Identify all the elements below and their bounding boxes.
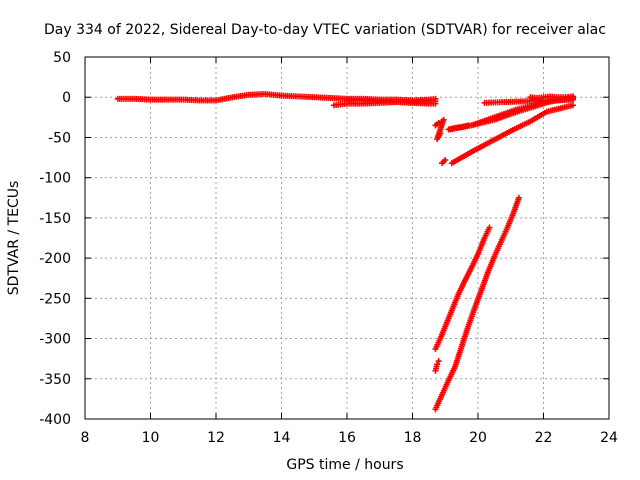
y-tick-label: -400: [39, 412, 71, 428]
data-point: [432, 100, 439, 107]
data-points: [114, 91, 576, 413]
data-point: [435, 358, 442, 365]
x-tick-label: 24: [600, 430, 618, 446]
grid: [85, 57, 609, 419]
y-tick-label: -250: [39, 291, 71, 307]
x-tick-label: 12: [207, 430, 225, 446]
y-tick-label: 50: [53, 50, 71, 66]
data-point: [486, 224, 493, 231]
y-tick-label: -50: [48, 130, 71, 146]
x-tick-label: 8: [81, 430, 90, 446]
axis-ticks: [84, 56, 610, 420]
x-tick-label: 10: [142, 430, 160, 446]
data-point: [569, 102, 576, 109]
data-point: [434, 361, 441, 368]
x-tick-label: 18: [404, 430, 422, 446]
y-tick-labels: 50 0 -50 -100 -150 -200 -250 -300 -350 -400: [39, 50, 71, 428]
data-point: [569, 93, 576, 100]
y-tick-label: -150: [39, 211, 71, 227]
x-tick-label: 16: [338, 430, 356, 446]
chart-title: Day 334 of 2022, Sidereal Day-to-day VTE…: [44, 22, 606, 38]
y-tick-label: 0: [62, 90, 71, 106]
data-point: [442, 156, 449, 163]
y-tick-label: -300: [39, 332, 71, 348]
y-tick-label: -350: [39, 372, 71, 388]
x-tick-label: 22: [535, 430, 553, 446]
x-tick-labels: 8 10 12 14 16 18 20 22 24: [81, 430, 618, 446]
x-tick-label: 14: [273, 430, 291, 446]
x-axis-label: GPS time / hours: [286, 457, 403, 473]
x-tick-label: 20: [469, 430, 487, 446]
y-tick-label: -200: [39, 251, 71, 267]
y-tick-label: -100: [39, 171, 71, 187]
data-point: [515, 194, 522, 201]
data-point: [437, 130, 444, 137]
y-axis-label: SDTVAR / TECUs: [6, 181, 22, 296]
